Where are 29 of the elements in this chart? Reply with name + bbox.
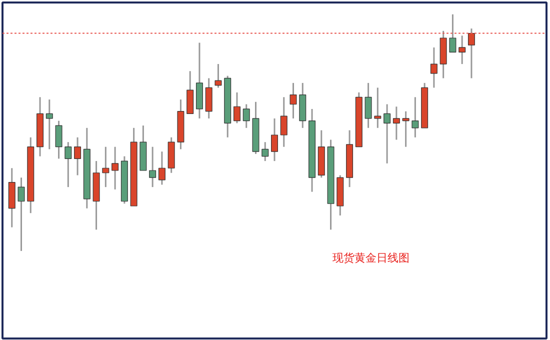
candlestick	[102, 146, 110, 188]
candlestick	[449, 14, 456, 53]
candlestick	[46, 98, 53, 150]
candlestick	[205, 77, 212, 120]
candlestick	[149, 146, 156, 188]
candlestick	[55, 120, 62, 160]
candlestick	[271, 118, 278, 162]
candlestick	[290, 82, 297, 120]
candlestick	[233, 92, 240, 124]
candlestick	[186, 70, 194, 114]
text: 现货黄金日线图	[332, 252, 410, 265]
candlestick	[402, 110, 410, 148]
candlestick	[214, 63, 222, 88]
candlestick	[112, 146, 119, 190]
candlestick	[262, 141, 269, 162]
candlestick	[18, 176, 25, 252]
candlestick	[74, 136, 82, 176]
candlestick	[364, 82, 372, 129]
candlestick	[384, 103, 391, 164]
candlestick	[64, 141, 72, 188]
candlestick	[158, 150, 166, 186]
candlestick	[430, 46, 438, 88]
candlestick	[242, 103, 250, 129]
candlestick	[412, 96, 419, 138]
candlestick	[458, 34, 466, 65]
candlestick	[374, 86, 382, 129]
candlestick	[280, 96, 288, 148]
candlestick	[468, 28, 475, 79]
candlestick	[392, 106, 400, 140]
